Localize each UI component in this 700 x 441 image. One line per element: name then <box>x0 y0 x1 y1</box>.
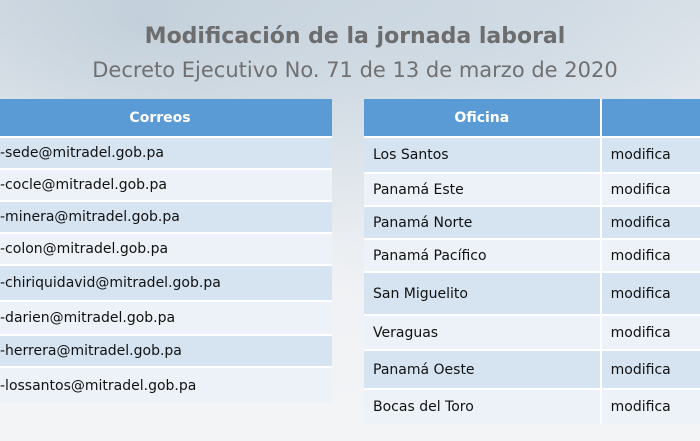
oficina-cell: Panamá Norte <box>364 205 602 239</box>
oficina-cell: Bocas del Toro <box>364 388 602 424</box>
correo-cell: -chiriquidavid@mitradel.gob.pa <box>0 264 332 301</box>
correo-cell: -sede@mitradel.gob.pa <box>0 136 332 169</box>
correos-header: Correos <box>0 99 332 138</box>
oficina-header: Oficina <box>364 99 602 138</box>
value-cell: modifica <box>600 136 700 173</box>
value-header <box>600 99 700 138</box>
value-cell: modifica <box>600 349 700 389</box>
correo-cell: -minera@mitradel.gob.pa <box>0 200 332 233</box>
correo-cell: -cocle@mitradel.gob.pa <box>0 168 332 201</box>
oficina-cell: San Miguelito <box>364 271 602 315</box>
oficina-cell: Los Santos <box>364 136 602 173</box>
correos-table: Correos -sede@mitradel.gob.pa -cocle@mit… <box>0 99 332 403</box>
value-cell: modifica <box>600 205 700 239</box>
correo-cell: -darien@mitradel.gob.pa <box>0 300 332 335</box>
value-cell: modifica <box>600 172 700 206</box>
oficina-cell: Veraguas <box>364 314 602 350</box>
value-cell: modifica <box>600 238 700 272</box>
correo-cell: -colon@mitradel.gob.pa <box>0 232 332 265</box>
oficina-table: Oficina Los Santos modifica Panamá Este … <box>364 99 700 424</box>
oficina-cell: Panamá Este <box>364 172 602 206</box>
oficina-cell: Panamá Pacífico <box>364 238 602 272</box>
correo-cell: -herrera@mitradel.gob.pa <box>0 334 332 367</box>
page-title: Modificación de la jornada laboral <box>144 24 566 49</box>
value-cell: modifica <box>600 271 700 315</box>
oficina-cell: Panamá Oeste <box>364 349 602 389</box>
value-cell: modifica <box>600 314 700 350</box>
correo-cell: -lossantos@mitradel.gob.pa <box>0 366 332 403</box>
page-subtitle: Decreto Ejecutivo No. 71 de 13 de marzo … <box>92 58 618 82</box>
value-cell: modifica <box>600 388 700 424</box>
